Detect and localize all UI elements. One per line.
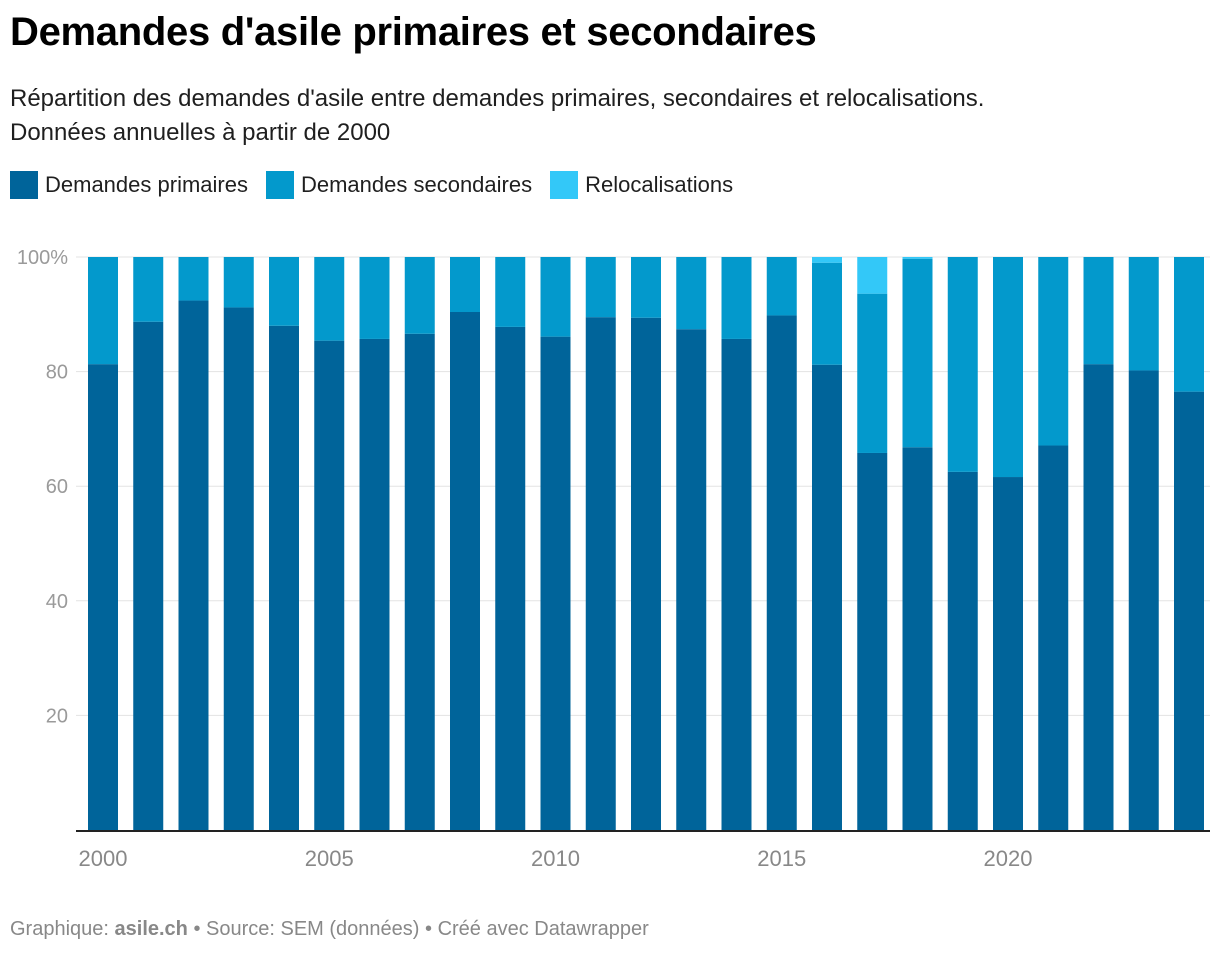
bars [88, 257, 1204, 831]
y-tick-label: 40 [46, 591, 68, 613]
legend-swatch-secondary [265, 171, 294, 199]
bar-2016-relocation [812, 257, 842, 263]
bar-2018-primary [902, 447, 933, 830]
bar-2012-secondary [631, 257, 661, 318]
bar-2009-primary [495, 326, 526, 830]
chart-legend: Demandes primaires Demandes secondaires … [10, 171, 751, 199]
legend-label-primary: Demandes primaires [45, 172, 248, 197]
bar-2001-primary [133, 321, 164, 830]
y-tick-label: 100% [17, 247, 68, 269]
bar-2018-relocation [902, 257, 933, 259]
bar-2006-primary [359, 338, 390, 830]
bar-2010-primary [540, 336, 571, 830]
bar-2002-secondary [178, 257, 209, 301]
bar-2011-primary [585, 317, 616, 830]
bar-2014-secondary [721, 257, 752, 339]
bar-2001-secondary [133, 257, 164, 322]
bar-2014-primary [721, 338, 752, 830]
x-axis: 2000 2005 2010 2015 2020 [76, 830, 1210, 871]
bar-2021-primary [1038, 445, 1069, 830]
bar-2022-primary [1083, 364, 1114, 830]
y-axis: 100% 80 60 40 20 [17, 247, 68, 727]
bar-2024-secondary [1174, 257, 1204, 392]
bar-2013-secondary [676, 257, 707, 330]
footer-brand: asile.ch [114, 918, 188, 940]
bar-2017-secondary [857, 293, 888, 453]
bar-2015-secondary [766, 257, 797, 316]
bar-2000-primary [88, 364, 118, 830]
bar-2024-primary [1174, 391, 1204, 830]
bar-2008-primary [450, 312, 480, 830]
bar-2017-relocation [857, 257, 888, 294]
stacked-bar-chart: 100% 80 60 40 20 2000 2005 2010 2015 2020 [17, 247, 1210, 871]
bar-2008-secondary [450, 257, 480, 313]
bar-2006-secondary [359, 257, 390, 339]
bar-2005-secondary [314, 257, 345, 341]
footer-prefix: Graphique: [10, 918, 115, 940]
y-tick-label: 60 [46, 476, 68, 498]
bar-2003-primary [223, 307, 254, 830]
bar-2018-secondary [902, 258, 933, 448]
bar-2011-secondary [585, 257, 616, 318]
bar-2023-primary [1128, 370, 1159, 830]
bar-2019-secondary [947, 257, 978, 472]
bar-2009-secondary [495, 257, 526, 327]
legend-swatch-primary [10, 171, 38, 199]
x-tick-label: 2020 [984, 846, 1033, 871]
bar-2016-secondary [812, 262, 842, 365]
legend-item-relocation: Relocalisations [550, 171, 733, 199]
chart-subtitle: Répartition des demandes d'asile entre d… [10, 82, 1200, 150]
bar-2013-primary [676, 329, 707, 830]
subtitle-line-2: Données annuelles à partir de 2000 [10, 119, 391, 146]
bar-2017-primary [857, 452, 888, 830]
bar-2007-secondary [404, 257, 435, 334]
bar-2004-primary [269, 325, 299, 830]
y-tick-label: 80 [46, 362, 68, 384]
bar-2003-secondary [223, 257, 254, 308]
legend-swatch-relocation [550, 171, 579, 199]
bar-2010-secondary [540, 257, 571, 337]
subtitle-line-1: Répartition des demandes d'asile entre d… [10, 85, 985, 112]
chart-footer: Graphique: asile.ch • Source: SEM (donné… [10, 918, 649, 941]
x-tick-label: 2015 [757, 846, 806, 871]
footer-source: • Source: SEM (données) • Créé avec Data… [187, 918, 649, 940]
bar-2002-primary [178, 300, 209, 831]
legend-item-secondary: Demandes secondaires [265, 171, 533, 199]
y-tick-label: 20 [46, 705, 68, 727]
bar-2016-primary [812, 364, 842, 830]
bar-2019-primary [947, 471, 978, 830]
x-tick-label: 2010 [531, 846, 580, 871]
legend-item-primary: Demandes primaires [10, 171, 248, 199]
bar-2012-primary [631, 317, 661, 830]
bar-2022-secondary [1083, 257, 1114, 365]
chart-title: Demandes d'asile primaires et secondaire… [10, 10, 817, 54]
bar-2020-secondary [993, 257, 1023, 478]
bar-2005-primary [314, 340, 345, 830]
bar-2021-secondary [1038, 257, 1069, 446]
legend-label-relocation: Relocalisations [585, 172, 734, 197]
bar-2023-secondary [1128, 257, 1159, 371]
bar-2015-primary [766, 315, 797, 830]
x-tick-label: 2005 [305, 846, 354, 871]
bar-2007-primary [404, 333, 435, 830]
bar-2004-secondary [269, 257, 299, 326]
x-tick-label: 2000 [79, 846, 128, 871]
bar-2020-primary [993, 477, 1023, 830]
bar-2000-secondary [88, 257, 118, 365]
legend-label-secondary: Demandes secondaires [300, 172, 533, 197]
